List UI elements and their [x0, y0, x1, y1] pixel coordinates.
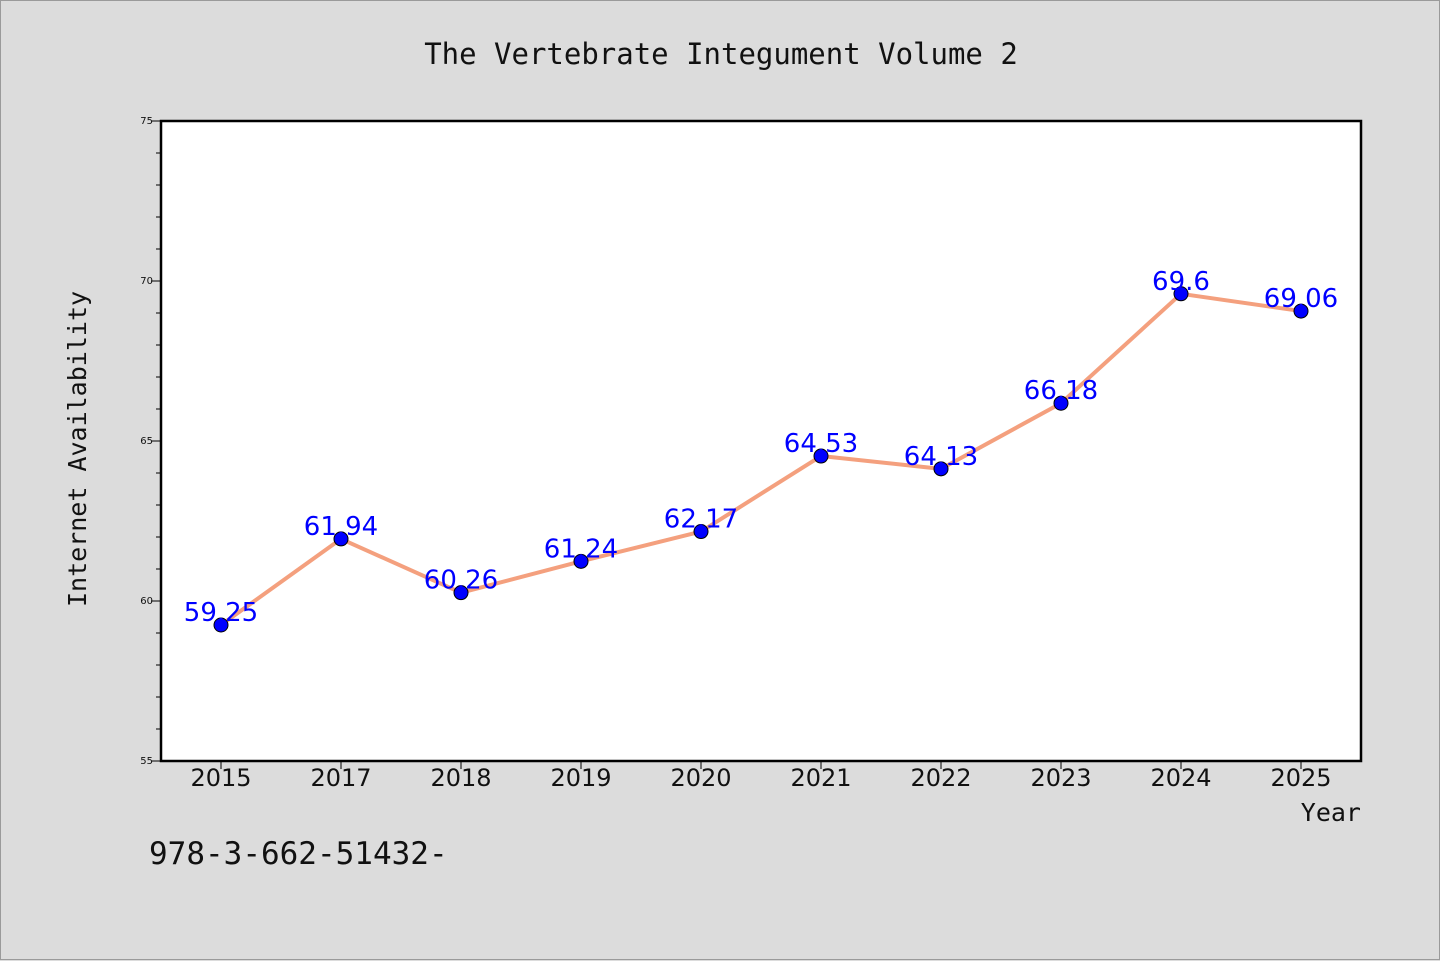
- data-label: 62.17: [664, 505, 738, 535]
- isbn-footer: 978-3-662-51432-: [149, 836, 448, 872]
- plot-area: [159, 119, 1363, 763]
- data-point: [333, 531, 349, 547]
- data-label: 69.6: [1152, 267, 1210, 297]
- y-tick-label: 75: [140, 116, 153, 127]
- y-axis: 55 60 65 70 75: [140, 116, 161, 767]
- chart-title: The Vertebrate Integument Volume 2: [424, 37, 1018, 71]
- data-point: [933, 461, 949, 477]
- data-label: 61.24: [544, 534, 618, 564]
- x-tick-label: 2024: [1150, 764, 1211, 792]
- x-tick-label: 2025: [1270, 764, 1331, 792]
- x-axis-label: Year: [1301, 798, 1361, 827]
- x-axis: 2015 2017 2018 2019 2020 2021 2022 2023 2024 2025: [190, 761, 1332, 792]
- data-label: 64.13: [904, 442, 978, 472]
- data-point: [453, 585, 469, 601]
- data-label: 61.94: [304, 512, 378, 542]
- x-tick-label: 2022: [910, 764, 971, 792]
- data-label: 64.53: [784, 429, 858, 459]
- x-tick-label: 2021: [790, 764, 851, 792]
- y-tick-label: 55: [140, 756, 153, 767]
- data-point: [213, 617, 229, 633]
- data-label: 66.18: [1024, 376, 1098, 406]
- data-point: [1293, 303, 1309, 319]
- data-label: 69.06: [1264, 284, 1338, 314]
- x-tick-label: 2020: [670, 764, 731, 792]
- y-tick-label: 65: [140, 436, 153, 447]
- data-label: 60.26: [424, 566, 498, 596]
- x-tick-label: 2018: [430, 764, 491, 792]
- data-label: 59.25: [184, 598, 258, 628]
- data-point: [1173, 286, 1189, 302]
- data-point: [1053, 395, 1069, 411]
- data-point: [813, 448, 829, 464]
- y-axis-label: Internet Availability: [63, 291, 92, 607]
- x-tick-label: 2017: [310, 764, 371, 792]
- x-tick-label: 2023: [1030, 764, 1091, 792]
- y-tick-label: 60: [140, 596, 153, 607]
- x-tick-label: 2015: [190, 764, 251, 792]
- series-line: [219, 291, 1302, 627]
- data-point: [693, 524, 709, 540]
- series-group: 59.25 61.94 60.26 61.24 62.17 64.53 64.13 66.18…: [184, 267, 1338, 633]
- y-tick-label: 70: [140, 276, 153, 287]
- data-point: [573, 553, 589, 569]
- x-tick-label: 2019: [550, 764, 611, 792]
